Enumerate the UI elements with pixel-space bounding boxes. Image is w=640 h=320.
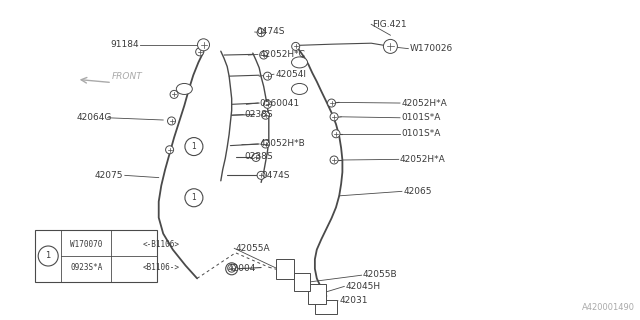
Text: 42075: 42075 — [95, 171, 124, 180]
Circle shape — [330, 113, 338, 121]
Circle shape — [330, 156, 338, 164]
Circle shape — [198, 39, 209, 51]
Circle shape — [170, 90, 178, 98]
Text: 91184: 91184 — [110, 40, 139, 49]
Circle shape — [168, 117, 175, 125]
Text: 42052H*A: 42052H*A — [400, 155, 445, 164]
Circle shape — [166, 146, 173, 154]
Text: A420001490: A420001490 — [582, 303, 635, 312]
Circle shape — [262, 140, 269, 148]
Circle shape — [196, 48, 204, 56]
Text: 42031: 42031 — [339, 296, 368, 305]
Text: 42052H*C: 42052H*C — [259, 50, 305, 59]
Text: 42004: 42004 — [227, 264, 255, 273]
Text: FRONT: FRONT — [112, 72, 143, 81]
Circle shape — [185, 189, 203, 207]
Text: 0101S*A: 0101S*A — [401, 113, 441, 122]
Text: W170026: W170026 — [410, 44, 453, 53]
Circle shape — [226, 263, 237, 275]
Circle shape — [38, 246, 58, 266]
Text: <B1106->: <B1106-> — [143, 263, 180, 272]
Text: 0923S*A: 0923S*A — [70, 263, 102, 272]
Text: 42055B: 42055B — [363, 270, 397, 279]
Circle shape — [257, 28, 265, 36]
Text: 42064G: 42064G — [77, 113, 112, 122]
Text: W170070: W170070 — [70, 240, 102, 249]
Circle shape — [264, 72, 271, 80]
Circle shape — [292, 42, 300, 50]
Text: 42052H*A: 42052H*A — [401, 99, 447, 108]
Circle shape — [262, 111, 269, 119]
Text: 42055A: 42055A — [236, 244, 270, 253]
Circle shape — [257, 172, 265, 179]
Text: 42054I: 42054I — [275, 70, 306, 79]
Text: FIG.421: FIG.421 — [372, 20, 407, 29]
Bar — [35, 230, 157, 282]
Circle shape — [252, 153, 260, 161]
Text: 1: 1 — [45, 252, 51, 260]
Text: 0560041: 0560041 — [259, 99, 300, 108]
Text: 0101S*A: 0101S*A — [401, 129, 441, 138]
Bar — [294, 273, 310, 291]
Circle shape — [264, 100, 271, 108]
Bar — [308, 284, 326, 304]
Text: <-B1106>: <-B1106> — [143, 240, 180, 249]
Circle shape — [383, 39, 397, 53]
Bar — [316, 300, 337, 314]
Circle shape — [332, 130, 340, 138]
Text: 42065: 42065 — [403, 187, 432, 196]
Text: 42052H*B: 42052H*B — [259, 140, 305, 148]
Ellipse shape — [292, 84, 308, 94]
Text: 0238S: 0238S — [244, 152, 273, 161]
Text: 0238S: 0238S — [244, 110, 273, 119]
Circle shape — [185, 138, 203, 156]
Bar — [276, 260, 294, 279]
Circle shape — [228, 264, 236, 272]
Ellipse shape — [292, 57, 308, 68]
Circle shape — [260, 51, 268, 59]
Text: 1: 1 — [191, 193, 196, 202]
Text: 0474S: 0474S — [261, 171, 290, 180]
Ellipse shape — [177, 84, 192, 94]
Text: 42045H: 42045H — [346, 282, 381, 291]
Text: 1: 1 — [191, 142, 196, 151]
Circle shape — [328, 99, 335, 107]
Text: 0474S: 0474S — [256, 28, 285, 36]
